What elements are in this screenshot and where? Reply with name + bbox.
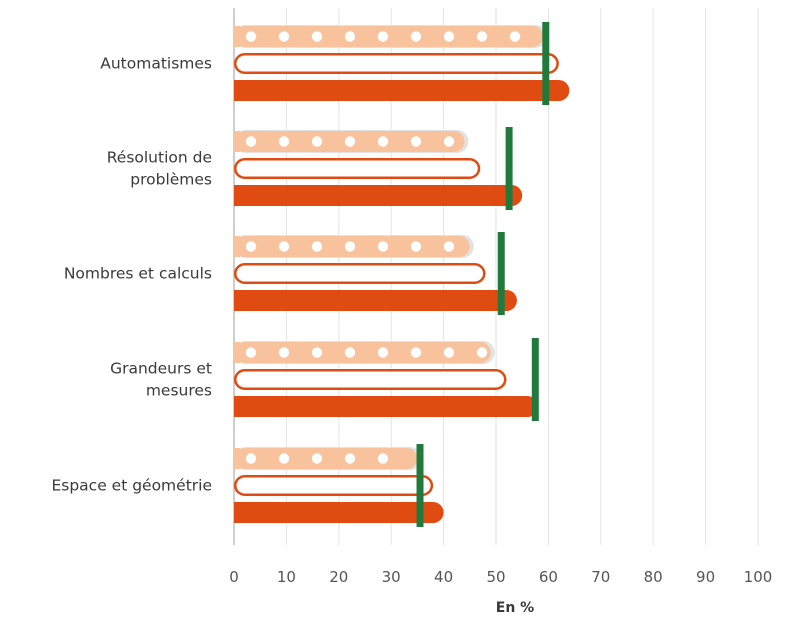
bar-dot [311,31,323,42]
bar-dot [278,453,290,464]
bar-solid-end [234,185,245,206]
bar-dot [311,241,323,252]
bar-outline [234,475,434,496]
bar-solid [234,290,517,311]
target-markers [416,22,550,527]
bar-dot [245,453,257,464]
x-tick-label: 20 [329,568,348,586]
bar-outline [234,158,481,179]
bar-dot [443,136,455,147]
bar-dot [311,347,323,358]
bar-dot [311,136,323,147]
x-tick-label: 70 [591,568,610,586]
category-label: Automatismes [100,55,212,73]
bar-dotted-end [234,131,240,152]
bar-dot [278,347,290,358]
bar-dot [311,453,323,464]
bar-dot [344,453,356,464]
x-tick-label: 50 [486,568,505,586]
bar-solid [234,502,444,523]
bar-dot [443,241,455,252]
x-tick-label: 80 [644,568,663,586]
bar-dot [476,31,488,42]
bars [234,25,570,523]
category-label: mesures [146,382,212,400]
category-label: Nombres et calculs [64,265,212,283]
bar-dot [443,347,455,358]
bar-dot [344,31,356,42]
bar-dot [410,347,422,358]
x-tick-label: 100 [744,568,773,586]
bar-dot [410,136,422,147]
bar-dot [377,31,389,42]
category-label: Grandeurs et [110,360,212,378]
bar-dot [443,31,455,42]
bar-dot [509,31,521,42]
target-marker [416,444,424,527]
x-tick-label: 30 [382,568,401,586]
bar-dotted-end [234,236,240,257]
bar-dot [377,453,389,464]
bar-dot [278,136,290,147]
bar-dotted [234,26,544,47]
bar-dot [410,241,422,252]
bar-outline [234,263,486,284]
bar-dot [245,347,257,358]
x-tick-label: 0 [229,568,239,586]
x-tick-label: 10 [277,568,296,586]
bar-dotted-end [234,26,240,47]
category-labels: Automatismes Résolution de problèmes Nombre… [51,55,212,495]
bar-solid [234,80,570,101]
bar-dot [377,241,389,252]
bar-dot [344,347,356,358]
bar-dot [344,136,356,147]
bar-dotted-end [234,448,240,469]
bar-outline [234,369,507,390]
category-label: Résolution de [107,149,212,167]
bar-dot [344,241,356,252]
bar-dot [377,136,389,147]
bar-dot [278,31,290,42]
category-label: problèmes [130,171,212,189]
bar-dotted [234,448,418,469]
category-label: Espace et géométrie [51,477,212,495]
target-marker [531,338,539,421]
bar-dot [410,31,422,42]
bar-solid-end [234,290,245,311]
bar-solid [234,396,538,417]
target-marker [542,22,550,105]
bar-solid-end [234,502,245,523]
x-axis-title: En % [496,600,534,616]
x-tick-label: 60 [539,568,558,586]
bar-dot [245,136,257,147]
bar-outline [234,53,559,74]
bar-dotted-end [234,342,240,363]
bar-dotted [234,342,491,363]
x-axis-ticks: 0 10 20 30 40 50 60 70 80 90 100 [229,568,772,586]
target-marker [505,127,513,210]
target-marker [497,232,505,315]
bar-dot [278,241,290,252]
bar-solid-end [234,80,245,101]
bar-dot [245,31,257,42]
bar-solid-end [234,396,245,417]
x-tick-label: 40 [434,568,453,586]
x-tick-label: 90 [696,568,715,586]
bar-dot [245,241,257,252]
bar-solid [234,185,523,206]
bar-dot [377,347,389,358]
bar-dot [476,347,488,358]
